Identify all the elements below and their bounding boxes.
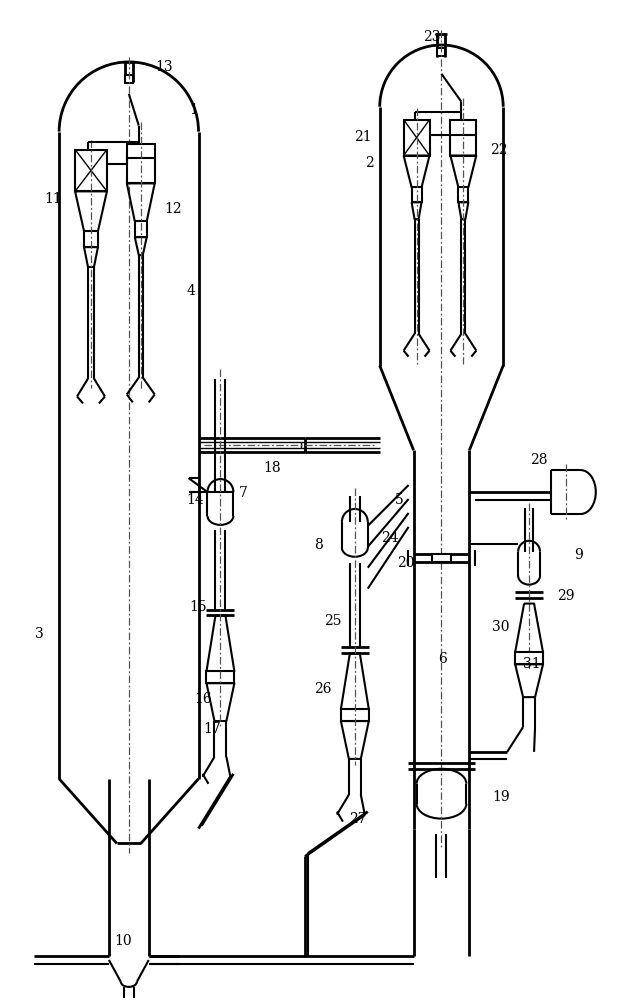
Text: 28: 28	[530, 453, 548, 467]
Text: 25: 25	[324, 614, 342, 628]
Text: 6: 6	[438, 652, 447, 666]
Text: 12: 12	[164, 202, 181, 216]
Text: 7: 7	[239, 486, 248, 500]
Bar	[127, 144, 155, 183]
Bar	[515, 652, 543, 664]
Bar	[75, 150, 107, 191]
Text: 10: 10	[114, 934, 131, 948]
Bar	[84, 231, 98, 247]
Bar	[207, 671, 234, 683]
Bar	[458, 187, 468, 202]
Text: 11: 11	[44, 192, 62, 206]
Text: 2: 2	[366, 156, 374, 170]
Text: 3: 3	[35, 627, 43, 641]
Text: 15: 15	[189, 600, 207, 614]
Text: 30: 30	[493, 620, 510, 634]
Bar	[431, 554, 452, 562]
Text: 19: 19	[493, 790, 510, 804]
Text: 27: 27	[349, 812, 367, 826]
Bar	[438, 48, 445, 56]
Text: 16: 16	[195, 692, 212, 706]
Bar	[450, 120, 477, 156]
Text: 20: 20	[397, 556, 414, 570]
Text: 14: 14	[187, 493, 204, 507]
Bar	[135, 221, 147, 237]
Text: 9: 9	[574, 548, 583, 562]
Text: 23: 23	[423, 30, 440, 44]
Text: 22: 22	[491, 143, 508, 157]
Text: 5: 5	[396, 493, 404, 507]
Text: 29: 29	[557, 589, 575, 603]
Text: 21: 21	[354, 130, 371, 144]
Text: 1: 1	[189, 103, 198, 117]
Bar	[125, 75, 133, 83]
Text: 31: 31	[523, 657, 541, 671]
Text: 8: 8	[314, 538, 322, 552]
Text: 24: 24	[381, 531, 399, 545]
Text: 13: 13	[155, 60, 172, 74]
Bar	[341, 709, 369, 721]
Text: 18: 18	[263, 461, 281, 475]
Bar	[404, 120, 429, 156]
Bar	[412, 187, 422, 202]
Text: 26: 26	[315, 682, 332, 696]
Text: 4: 4	[186, 284, 195, 298]
Text: 17: 17	[204, 722, 221, 736]
